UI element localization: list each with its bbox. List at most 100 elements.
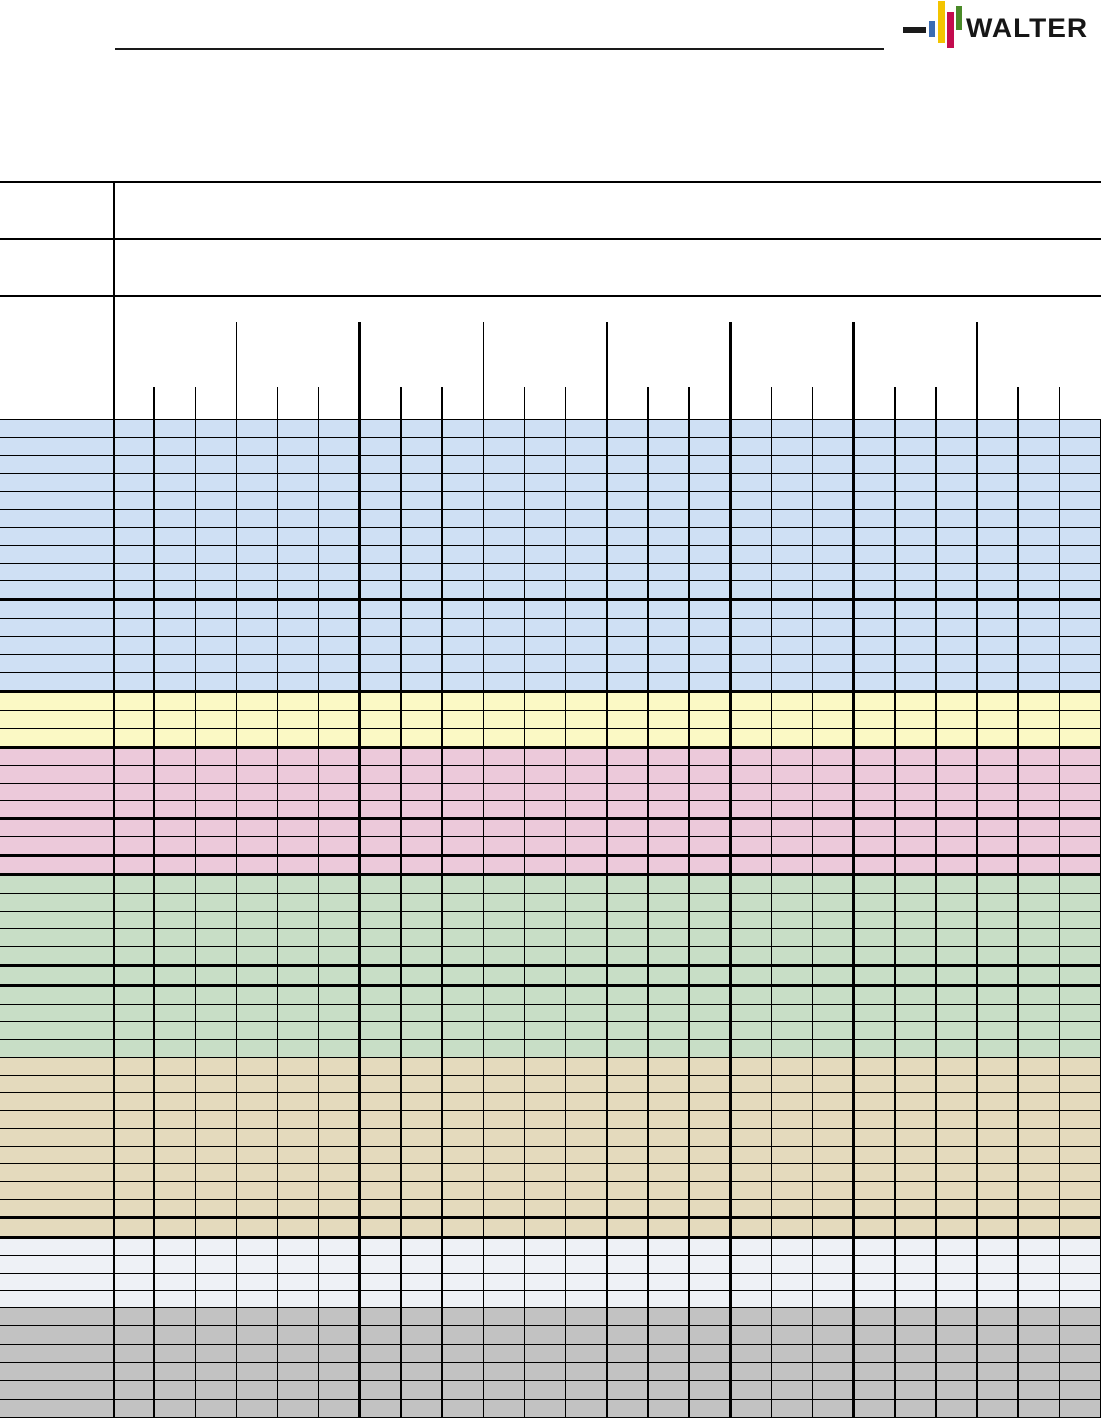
table-row <box>0 894 1101 912</box>
band-gray <box>0 1307 1101 1418</box>
table-row <box>0 820 1101 838</box>
column-line <box>358 419 362 1418</box>
header-tick-short <box>276 387 279 419</box>
table-row <box>0 619 1101 638</box>
column-line <box>1058 419 1061 1418</box>
header-tick-tall <box>976 322 978 419</box>
header-tick-short <box>935 387 937 419</box>
column-line <box>400 419 402 1418</box>
table-row <box>0 1326 1101 1345</box>
table-row <box>0 1093 1101 1112</box>
header-line <box>0 238 1101 240</box>
header-tick-short <box>564 387 567 419</box>
table-row <box>0 601 1101 620</box>
header-tick-short <box>153 387 155 419</box>
column-line <box>1099 419 1101 1418</box>
table-row <box>0 1363 1101 1382</box>
header-line <box>0 181 1101 183</box>
column-line <box>235 419 238 1418</box>
band-pink <box>0 746 1101 873</box>
table-row <box>0 1256 1101 1274</box>
header-tick-short <box>1017 387 1019 419</box>
table-row <box>0 492 1101 510</box>
column-line <box>194 419 197 1418</box>
column-line <box>276 419 279 1418</box>
logo-bar-magenta-icon <box>947 12 954 48</box>
header-tick-tall <box>728 322 732 419</box>
left-column-line <box>113 181 115 1418</box>
table-row <box>0 564 1101 582</box>
header-tick-short <box>647 387 649 419</box>
table-row <box>0 510 1101 528</box>
table-row <box>0 420 1101 438</box>
column-line <box>317 419 320 1418</box>
column-line <box>1017 419 1019 1418</box>
column-line <box>647 419 649 1418</box>
column-line <box>688 419 690 1418</box>
title-rule <box>115 48 884 50</box>
table-row <box>0 1058 1101 1076</box>
logo-bar-blue-icon <box>929 21 935 37</box>
column-line <box>894 419 896 1418</box>
header-tick-short <box>1058 387 1061 419</box>
column-line <box>728 419 732 1418</box>
column-line <box>564 419 567 1418</box>
table-row <box>0 1308 1101 1327</box>
table-row <box>0 528 1101 546</box>
table-row <box>0 987 1101 1005</box>
table-row <box>0 655 1101 674</box>
table-row <box>0 438 1101 456</box>
table-row <box>0 766 1101 784</box>
table-row <box>0 749 1101 767</box>
table-row <box>0 474 1101 492</box>
table-row <box>0 876 1101 894</box>
band-tan <box>0 1057 1101 1236</box>
header-tick-short <box>770 387 773 419</box>
table-row <box>0 1164 1101 1182</box>
table-row <box>0 1147 1101 1165</box>
table-row <box>0 637 1101 656</box>
table-row <box>0 693 1101 711</box>
header-tick-tall <box>606 322 608 419</box>
logo-dash-icon <box>903 27 926 33</box>
table-row <box>0 1129 1101 1147</box>
column-line <box>976 419 978 1418</box>
table-row <box>0 1274 1101 1291</box>
header-tick-short <box>194 387 197 419</box>
table-row <box>0 947 1101 967</box>
table-row <box>0 929 1101 948</box>
logo-text: WALTER <box>966 13 1089 43</box>
table-row <box>0 456 1101 474</box>
band-light <box>0 1236 1101 1307</box>
table-row <box>0 1345 1101 1363</box>
table-row <box>0 581 1101 602</box>
column-line <box>523 419 526 1418</box>
header-tick-short <box>441 387 443 419</box>
column-line <box>153 419 155 1418</box>
header-tick-tall <box>482 322 485 419</box>
table-row <box>0 1381 1101 1400</box>
column-line <box>482 419 485 1418</box>
header-tick-short <box>400 387 402 419</box>
table-row <box>0 837 1101 857</box>
table-row <box>0 546 1101 564</box>
table-row <box>0 1239 1101 1257</box>
table-row <box>0 967 1101 987</box>
logo-bar-green-icon <box>956 6 962 30</box>
table-row <box>0 1200 1101 1220</box>
header-tick-short <box>688 387 690 419</box>
band-blue <box>0 419 1101 690</box>
header-tick-short <box>811 387 814 419</box>
header-tick-tall <box>852 322 856 419</box>
header-tick-tall <box>358 322 362 419</box>
header-tick-short <box>523 387 526 419</box>
header-tick-short <box>894 387 896 419</box>
column-line <box>935 419 937 1418</box>
table-row <box>0 1076 1101 1094</box>
table-row <box>0 1111 1101 1129</box>
column-line <box>852 419 856 1418</box>
table-row <box>0 801 1101 821</box>
header-tick-short <box>317 387 320 419</box>
column-line <box>811 419 814 1418</box>
